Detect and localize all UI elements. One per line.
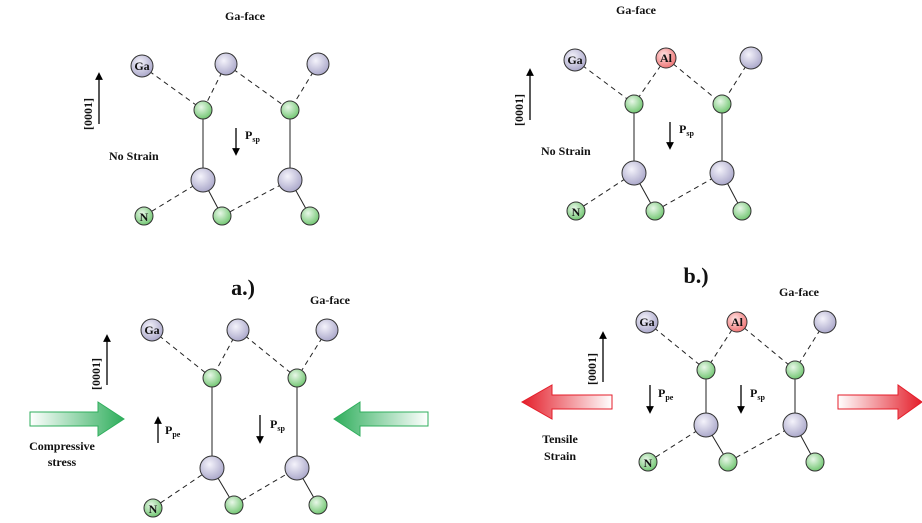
ga-atom-label: Ga (567, 53, 582, 67)
strain-label-line2: Strain (544, 449, 576, 463)
ga-atom (693, 412, 719, 438)
caption-a: a.) (231, 275, 255, 300)
bonds (646, 321, 826, 463)
n-atom (785, 360, 805, 380)
direction-label: [0001] (512, 94, 526, 126)
al-atom-label: Al (660, 51, 673, 65)
n-atom (624, 94, 644, 114)
n-atom (280, 100, 300, 120)
ga-atom (190, 167, 216, 193)
ga-atom (140, 318, 164, 342)
n-atom (805, 452, 825, 472)
ga-atom (563, 48, 587, 72)
panel-a: Ga-face [0001] No Strain Psp Ga (81, 9, 330, 226)
n-atom (287, 368, 307, 388)
strain-label: No Strain (109, 149, 159, 163)
n-atom (712, 94, 732, 114)
tensile-arrow-left (520, 384, 613, 420)
direction-label: [0001] (89, 358, 103, 390)
face-label: Ga-face (225, 9, 266, 23)
ppe-label: Ppe (165, 423, 181, 439)
face-label: Ga-face (616, 3, 657, 17)
ga-atom (306, 52, 330, 76)
psp-label: Psp (750, 386, 765, 402)
ga-atom (813, 310, 837, 334)
n-atom (645, 201, 665, 221)
n-atom-label: N (572, 205, 581, 219)
ga-atom (782, 412, 808, 438)
n-atom (143, 498, 163, 518)
n-atom (732, 201, 752, 221)
psp-label: Psp (679, 122, 694, 138)
ga-atom (739, 46, 763, 70)
ppe-label: Ppe (658, 386, 674, 402)
bonds (151, 329, 328, 509)
direction-label: [0001] (81, 98, 95, 130)
ga-atom (226, 318, 250, 342)
n-atom (718, 452, 738, 472)
tensile-arrow-right (837, 384, 922, 420)
al-atom (655, 47, 677, 69)
bonds (141, 63, 319, 217)
ga-atom (315, 318, 339, 342)
caption-b: b.) (683, 263, 708, 288)
al-atom (726, 311, 748, 333)
al-atom-label: Al (731, 315, 744, 329)
n-atom-label: N (149, 502, 158, 516)
panel-b: Ga-face [0001] No Strain Psp Ga Al N (512, 3, 763, 221)
panel-c: Ga-face [0001] Compressive stress Ppe Ps… (29, 293, 429, 518)
compressive-arrow-right (333, 401, 429, 437)
strain-label: No Strain (541, 144, 591, 158)
n-atom (134, 206, 154, 226)
n-atom (308, 495, 328, 515)
stress-label-line1: Compressive (29, 439, 95, 453)
ga-atom (621, 160, 647, 186)
ga-atom (214, 52, 238, 76)
ga-atom-label: Ga (134, 59, 149, 73)
n-atom-label: N (140, 210, 149, 224)
face-label: Ga-face (779, 285, 820, 299)
face-label: Ga-face (310, 293, 351, 307)
n-atom (566, 201, 586, 221)
ga-atom-label: Ga (144, 323, 159, 337)
ga-atom (635, 310, 659, 334)
ga-atom-label: Ga (639, 315, 654, 329)
n-atom (212, 206, 232, 226)
bonds (574, 57, 752, 212)
ga-atom (130, 54, 154, 78)
ga-atom (709, 160, 735, 186)
n-atom (224, 495, 244, 515)
n-atom (638, 452, 658, 472)
ga-atom (199, 455, 225, 481)
psp-label: Psp (270, 417, 285, 433)
n-atom-label: N (644, 456, 653, 470)
strain-label-line1: Tensile (542, 432, 578, 446)
n-atom (193, 100, 213, 120)
ga-atom (277, 167, 303, 193)
stress-label-line2: stress (48, 455, 77, 469)
compressive-arrow-left (29, 401, 125, 437)
n-atom (696, 360, 716, 380)
ga-atom (284, 455, 310, 481)
psp-label: Psp (245, 128, 260, 144)
n-atom (202, 368, 222, 388)
panel-d: Ga-face [0001] Tensile Strain Ppe Psp Ga… (520, 285, 922, 472)
n-atom (300, 206, 320, 226)
direction-label: [0001] (585, 353, 599, 385)
